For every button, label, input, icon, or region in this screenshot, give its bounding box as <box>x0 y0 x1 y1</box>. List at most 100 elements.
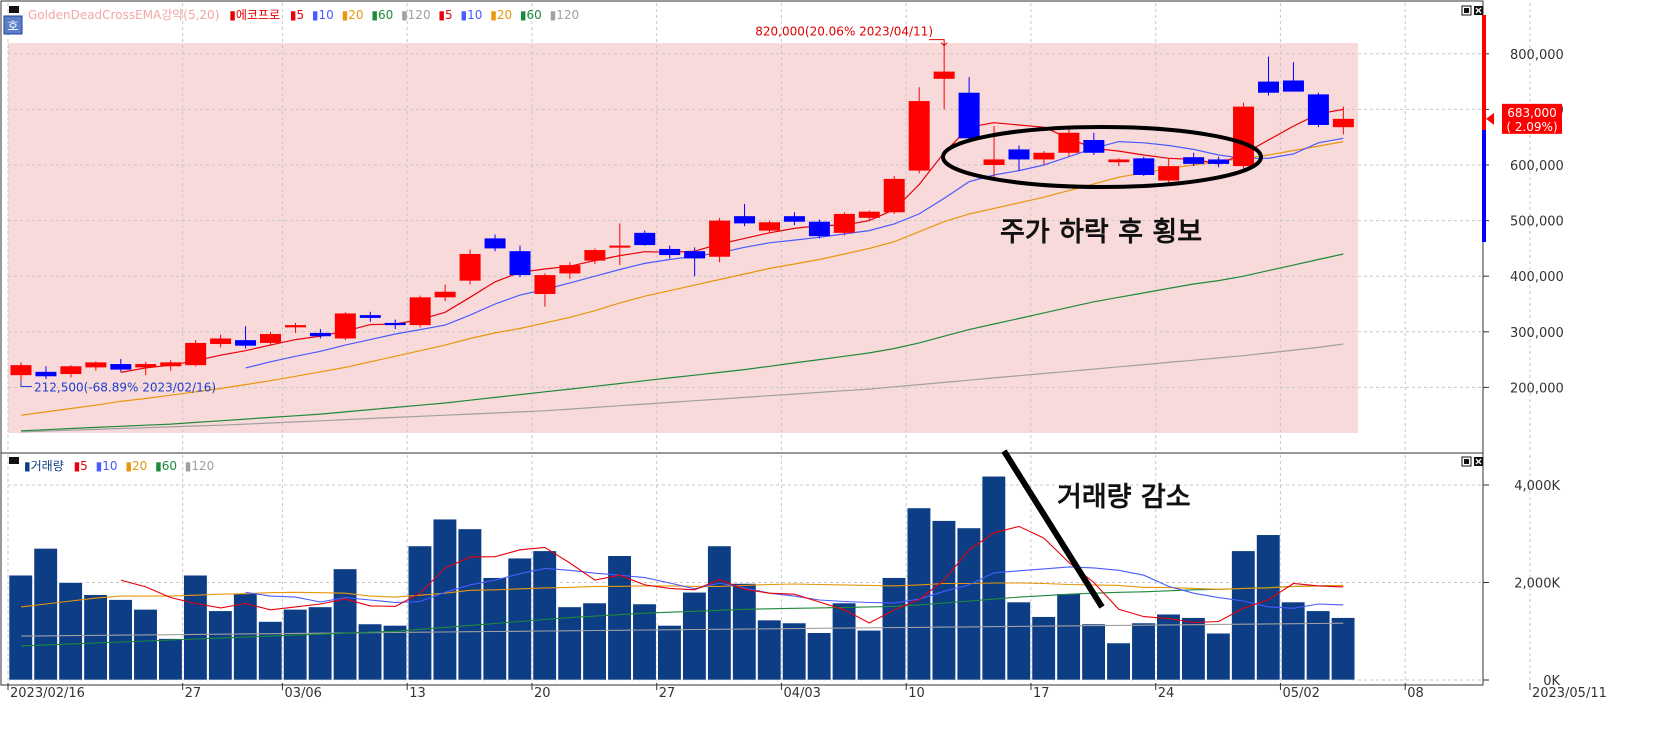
x-tick-label: 08 <box>1407 686 1424 701</box>
volume-bar <box>956 527 981 681</box>
candle-up <box>609 245 631 248</box>
candle-up <box>1233 106 1255 167</box>
legend2-ma60: 60 <box>527 8 542 22</box>
x-tick-label: 13 <box>409 686 426 701</box>
x-tick-label: 27 <box>185 686 202 701</box>
candle-down <box>659 248 681 256</box>
volume-bar <box>308 606 333 681</box>
badge-box[interactable] <box>3 15 23 35</box>
volume-bar <box>1131 622 1156 681</box>
vlegend-ma60: 60 <box>162 459 177 473</box>
x-gridlines <box>7 3 1531 684</box>
candle-up <box>584 250 606 261</box>
x-tick-label: 20 <box>534 686 551 701</box>
volume-bar <box>1306 610 1331 681</box>
price-window-controls[interactable] <box>1461 5 1483 16</box>
candlesticks <box>10 42 1354 385</box>
x-tick-label: 2023/05/11 <box>1532 686 1607 701</box>
legend-stock: 에코프로 <box>236 8 280 22</box>
volume-bar <box>1181 617 1206 681</box>
candle-up <box>1108 159 1130 163</box>
candle-down <box>110 364 132 370</box>
x-ticks: 2023/02/16 27 03/06 13 20 27 04/03 10 17 24 05/02 0… <box>7 683 1607 701</box>
candle-down <box>958 92 980 139</box>
candle-down <box>484 238 506 249</box>
vlegend-ma5-marker: ▮ <box>74 459 81 473</box>
candle-down <box>634 232 656 246</box>
candle-down <box>1307 94 1329 125</box>
price-legend: GoldenDeadCrossEMA강약(5,20) ▮에코프로 ▮5 ▮10 … <box>28 7 579 22</box>
legend2-ma5-marker: ▮ <box>438 8 445 22</box>
volume-decline-line <box>1001 449 1105 609</box>
volume-legend: ▮거래량 ▮5 ▮10 ▮20 ▮60 ▮120 <box>24 459 214 473</box>
candle-down <box>235 340 257 346</box>
candle-down <box>1208 159 1230 164</box>
sideways-highlight-ellipse <box>941 125 1263 189</box>
price-ma10-line <box>245 137 1344 369</box>
candle-up <box>409 297 431 326</box>
x-tick-label: 17 <box>1033 686 1050 701</box>
volume-bar <box>657 625 682 681</box>
x-tick-label: 2023/02/16 <box>10 686 85 701</box>
volume-y-ticks: 0K 2,000K 4,000K <box>1483 479 1560 689</box>
vlegend-ma20-marker: ▮ <box>125 459 132 473</box>
volume-bar <box>333 568 358 681</box>
volume-bar <box>856 629 882 681</box>
vlegend-ma20: 20 <box>132 459 147 473</box>
legend-ma20: 20 <box>348 8 363 22</box>
vlegend-ma120-marker: ▮ <box>185 459 192 473</box>
volume-window-controls[interactable] <box>1461 456 1483 467</box>
volume-ma120-line <box>20 622 1344 637</box>
candle-up <box>135 364 157 368</box>
vlegend-marker: ▮ <box>24 459 31 473</box>
volume-bar <box>1281 601 1306 681</box>
vlegend-ma60-marker: ▮ <box>155 459 162 473</box>
volume-bar <box>1156 613 1181 681</box>
legend2-ma10-marker: ▮ <box>460 8 467 22</box>
price-tick-label: 800,000 <box>1510 48 1564 63</box>
price-tick-label: 200,000 <box>1510 381 1564 396</box>
price-ma120-line <box>20 343 1344 433</box>
candle-up <box>434 291 456 298</box>
volume-bar <box>931 520 956 681</box>
volume-bar <box>407 545 433 681</box>
legend2-ma5: 5 <box>445 8 453 22</box>
x-tick-label: 27 <box>659 686 676 701</box>
volume-bar <box>532 550 557 681</box>
volume-menu-icon[interactable] <box>9 457 19 464</box>
volume-ma5-line <box>120 525 1344 624</box>
candle-up <box>983 159 1005 165</box>
volume-bar <box>457 528 482 681</box>
volume-bar <box>757 619 782 681</box>
price-ma20-line <box>20 141 1344 416</box>
volume-bar <box>632 603 657 681</box>
volume-annotation: 거래량 감소 <box>1057 482 1191 513</box>
volume-bar <box>906 507 932 681</box>
volume-bar <box>1031 616 1056 681</box>
candle-up <box>10 365 32 376</box>
volume-bar <box>108 599 133 681</box>
candle-down <box>1008 149 1030 160</box>
volume-bar <box>133 609 158 681</box>
volume-bar <box>981 475 1006 681</box>
candle-up <box>334 313 356 339</box>
candle-down <box>734 216 756 224</box>
volume-ma10-line <box>245 566 1344 609</box>
volume-bar <box>557 606 582 681</box>
legend-ma60: 60 <box>378 8 393 22</box>
legend2-ma20: 20 <box>497 8 512 22</box>
panel-menu-icon[interactable] <box>9 6 19 13</box>
legend2-ma60-marker: ▮ <box>520 8 527 22</box>
candle-up <box>833 213 855 233</box>
candle-down <box>359 315 381 318</box>
volume-bar <box>1056 593 1081 681</box>
candle-up <box>908 101 930 171</box>
volume-moving-averages <box>20 525 1344 647</box>
strength-bar-up <box>1482 15 1486 130</box>
volume-bar <box>33 548 58 681</box>
volume-tick-label: 0K <box>1543 674 1560 689</box>
x-tick-label: 05/02 <box>1282 686 1319 701</box>
legend-ma5: 5 <box>296 8 304 22</box>
legend-ma120-marker: ▮ <box>401 8 408 22</box>
